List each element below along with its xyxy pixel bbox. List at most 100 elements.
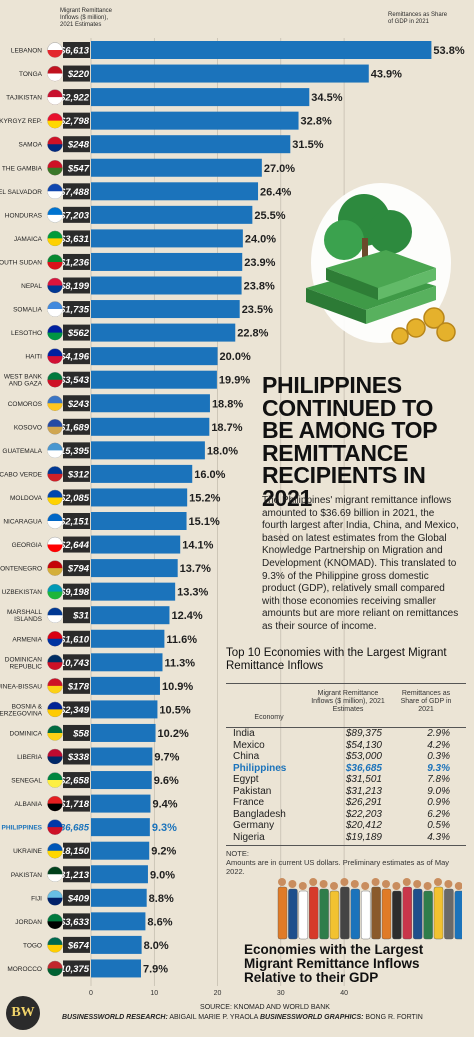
graphics-label: BUSINESSWORLD GRAPHICS: (260, 1014, 364, 1021)
body-text: The Philippines' migrant remittance infl… (262, 495, 459, 632)
graphics-name: BONG R. FORTIN (365, 1014, 423, 1021)
country-label: HONDURAS (5, 212, 43, 219)
businessworld-logo: BW (6, 996, 40, 1030)
bar (91, 252, 243, 271)
country-label: HAITI (25, 354, 42, 361)
inflow-label: $794 (67, 564, 90, 575)
inflow-box (63, 513, 90, 529)
bar (91, 64, 369, 83)
country-label: MOROCCO (7, 966, 42, 973)
value-label: 18.0% (207, 445, 238, 457)
value-label: 18.7% (211, 422, 242, 434)
inflow-box (63, 677, 90, 694)
flag-icon-half (47, 921, 63, 929)
top10-inflow: $89,375 (345, 728, 382, 739)
bar (91, 676, 160, 695)
top10-inflow: $53,000 (345, 751, 382, 762)
worker-figure (454, 890, 465, 940)
country-label: GUINEA-BISSAU (0, 683, 42, 690)
flag-icon-half (47, 638, 63, 647)
workers-illustration (272, 870, 465, 942)
inflow-label: $338 (67, 752, 90, 763)
value-label: 15.1% (189, 516, 220, 528)
inflow-box (63, 724, 90, 741)
worker-head (371, 878, 380, 886)
country-label: DOMINICAN (5, 656, 43, 663)
value-label: 9.0% (150, 869, 175, 881)
inflow-label: $18,150 (54, 846, 90, 857)
flag-icon-half (47, 332, 63, 341)
top10-row: Pakistan $31,213 9.0% (226, 786, 466, 798)
value-label: 23.5% (242, 304, 273, 316)
bar (91, 794, 151, 813)
inflow-box (63, 89, 90, 106)
top10-economy: Nigeria (233, 831, 265, 843)
country-label: SOMALIA (13, 307, 43, 314)
country-label: TONGA (19, 71, 43, 78)
country-label: COMOROS (8, 401, 43, 408)
flag-icon-half (47, 544, 63, 553)
top10-economy: India (233, 728, 255, 739)
top10-inflow: $31,213 (345, 785, 382, 797)
top10-inflow: $36,685 (345, 762, 382, 774)
inflow-label: $243 (67, 399, 90, 410)
bar (91, 111, 299, 130)
flag-icon-half (47, 191, 63, 199)
country-label: NEPAL (21, 283, 42, 290)
bar (91, 441, 205, 460)
bar (91, 370, 217, 389)
bottom-title: Economies with the Largest Migrant Remit… (244, 942, 424, 985)
worker-head (423, 882, 432, 890)
inflow-label: $7,488 (59, 187, 90, 198)
country-label: UZBEKISTAN (2, 589, 43, 596)
inflow-box (63, 536, 90, 553)
country-label: FIJI (31, 895, 42, 902)
top10-row: Philippines $36,685 9.3% (226, 763, 466, 775)
inflow-box (63, 230, 90, 247)
country-label: SAMOA (19, 142, 43, 149)
value-label: 25.5% (254, 210, 285, 222)
inflow-label: $31,213 (54, 870, 90, 881)
inflow-box (63, 324, 90, 341)
bar (91, 629, 165, 648)
top10-header-share: Remittances as Share of GDP in 2021 (400, 690, 452, 713)
bar (91, 865, 148, 884)
worker-figure (350, 888, 361, 940)
inflow-box (63, 795, 90, 812)
flag-icon-half (47, 379, 63, 388)
bar (91, 88, 310, 107)
inflow-box (63, 889, 90, 906)
worker-head (361, 882, 370, 890)
bar (91, 653, 163, 672)
x-tick-label: 40 (340, 990, 348, 997)
top10-inflow: $54,130 (345, 739, 382, 751)
top10-economy: Pakistan (233, 785, 272, 797)
inflow-box (63, 960, 90, 977)
country-label: PAKISTAN (11, 872, 42, 879)
top10-row: Egypt $31,501 7.8% (226, 774, 466, 786)
country-label: HERZEGOVINA (0, 710, 43, 717)
top10-note: NOTE: Amounts are in current US dollars.… (226, 849, 466, 876)
x-tick-label: 30 (277, 990, 285, 997)
inflow-label: $178 (67, 681, 90, 692)
value-label: 22.8% (237, 328, 268, 340)
inflow-label: $562 (67, 328, 90, 339)
inflow-box (63, 654, 90, 671)
inflow-label: $2,349 (59, 705, 90, 716)
flag-icon-half (47, 356, 63, 364)
inflow-label: $2,922 (59, 93, 90, 104)
top10-economy: Mexico (233, 739, 265, 751)
flag-icon-half (47, 426, 63, 435)
bar (91, 347, 218, 366)
top10-share: 2.9% (427, 728, 450, 739)
top10-row: India $89,375 2.9% (226, 728, 466, 740)
bar (91, 276, 242, 295)
worker-figure (392, 890, 402, 940)
top10-economy: Germany (233, 820, 275, 831)
top10-header-inflows: Migrant Remittance Inflows ($ million), … (311, 690, 385, 713)
inflow-label: $547 (67, 163, 90, 174)
bar (91, 300, 240, 319)
x-tick-label: 10 (150, 990, 158, 997)
inflow-box (63, 277, 90, 294)
inflow-label: $2,151 (59, 517, 89, 528)
